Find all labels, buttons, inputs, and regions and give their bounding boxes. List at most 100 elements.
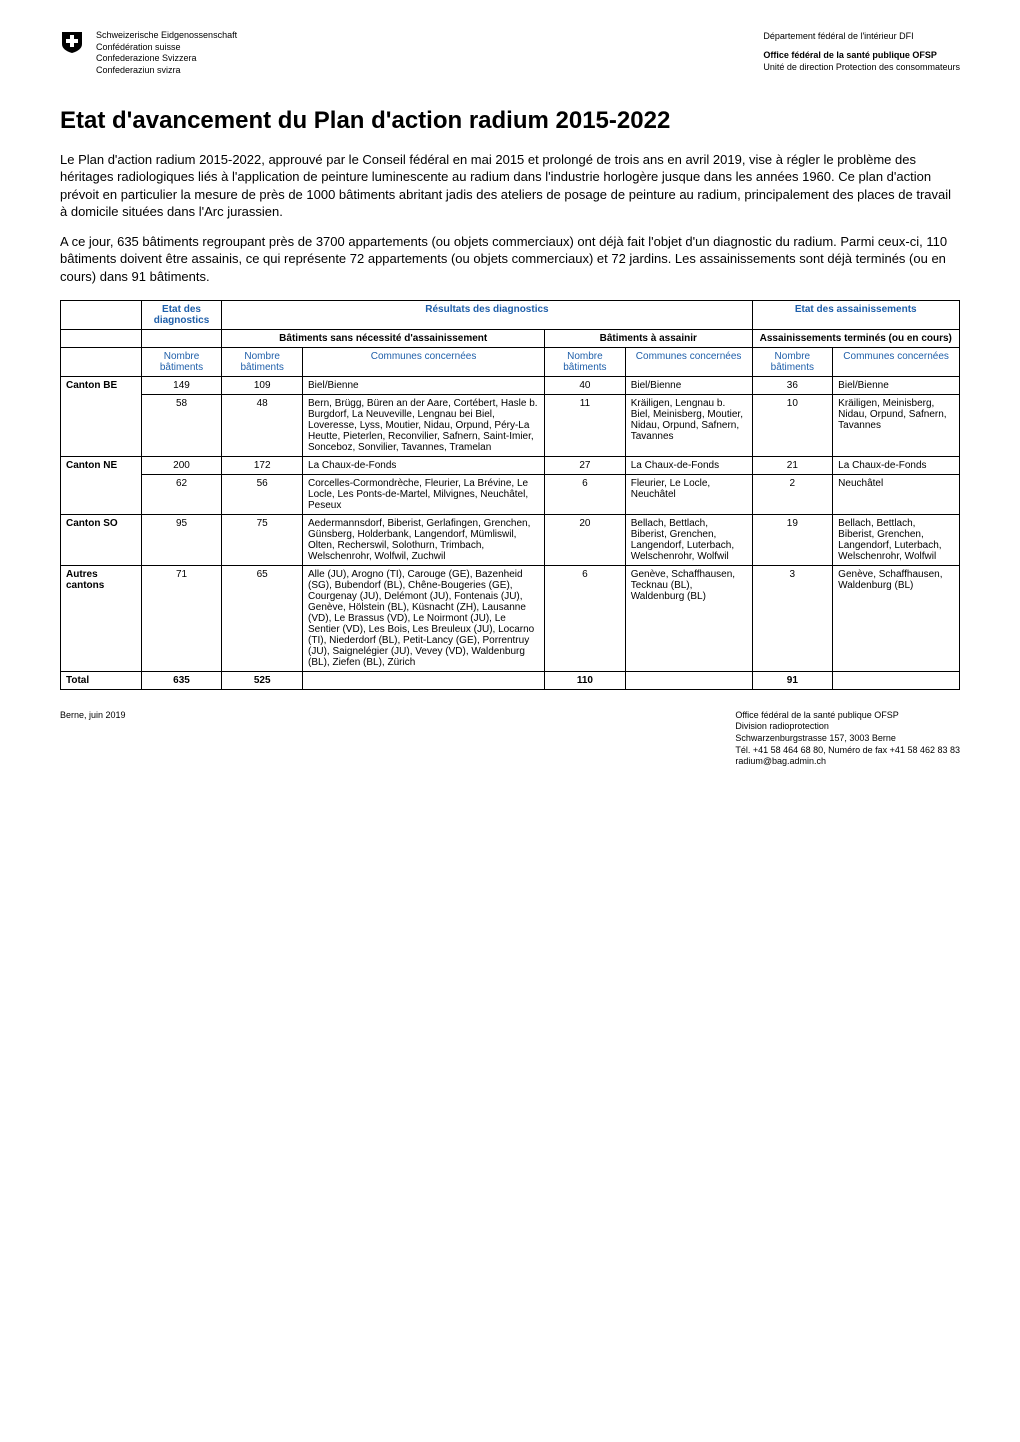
th-nb-bat-2: Nombre bâtiments	[222, 347, 303, 376]
cell-empty	[833, 671, 960, 689]
cell: Bellach, Bettlach, Biberist, Grenchen, L…	[625, 514, 752, 565]
cell: 65	[222, 565, 303, 671]
cell: 58	[141, 394, 222, 456]
cell: Kräiligen, Lengnau b. Biel, Meinisberg, …	[625, 394, 752, 456]
table-row: 62 56 Corcelles-Cormondrèche, Fleurier, …	[61, 474, 960, 514]
cell: 62	[141, 474, 222, 514]
footer-line: Division radioprotection	[735, 721, 960, 733]
cell: 40	[545, 376, 626, 394]
dept-line2: Office fédéral de la santé publique OFSP	[763, 49, 960, 62]
cell: 95	[141, 514, 222, 565]
cell: Bern, Brügg, Büren an der Aare, Cortéber…	[303, 394, 545, 456]
cell: 172	[222, 456, 303, 474]
footer-line: radium@bag.admin.ch	[735, 756, 960, 768]
footer-line: Schwarzenburgstrasse 157, 3003 Berne	[735, 733, 960, 745]
row-label-ne: Canton NE	[61, 456, 142, 514]
confederation-names: Schweizerische Eidgenossenschaft Confédé…	[96, 30, 623, 77]
dept-line1: Département fédéral de l'intérieur DFI	[763, 30, 960, 43]
department-info: Département fédéral de l'intérieur DFI O…	[763, 30, 960, 74]
table-header-row-3: Nombre bâtiments Nombre bâtiments Commun…	[61, 347, 960, 376]
table-body: Canton BE 149 109 Biel/Bienne 40 Biel/Bi…	[61, 376, 960, 689]
document-footer: Berne, juin 2019 Office fédéral de la sa…	[60, 710, 960, 768]
cell: Genève, Schaffhausen, Tecknau (BL), Wald…	[625, 565, 752, 671]
row-label-be: Canton BE	[61, 376, 142, 456]
cell: Neuchâtel	[833, 474, 960, 514]
conf-name-de: Schweizerische Eidgenossenschaft	[96, 30, 623, 42]
footer-contact: Office fédéral de la santé publique OFSP…	[735, 710, 960, 768]
th-nb-bat-1: Nombre bâtiments	[141, 347, 222, 376]
table-header-row-1: Etat des diagnostics Résultats des diagn…	[61, 300, 960, 329]
th-resultats: Résultats des diagnostics	[222, 300, 752, 329]
cell: 20	[545, 514, 626, 565]
cell: 109	[222, 376, 303, 394]
intro-paragraph-1: Le Plan d'action radium 2015-2022, appro…	[60, 151, 960, 221]
cell: 21	[752, 456, 833, 474]
cell: La Chaux-de-Fonds	[833, 456, 960, 474]
document-header: Schweizerische Eidgenossenschaft Confédé…	[60, 30, 960, 77]
cell-total: 110	[545, 671, 626, 689]
cell: 2	[752, 474, 833, 514]
results-table: Etat des diagnostics Résultats des diagn…	[60, 300, 960, 690]
conf-name-it: Confederazione Svizzera	[96, 53, 623, 65]
cell: 200	[141, 456, 222, 474]
th-empty	[61, 347, 142, 376]
th-etat-assainissements: Etat des assainissements	[752, 300, 960, 329]
dept-line3: Unité de direction Protection des consom…	[763, 61, 960, 74]
cell: Corcelles-Cormondrèche, Fleurier, La Bré…	[303, 474, 545, 514]
row-label-total: Total	[61, 671, 142, 689]
cell: 27	[545, 456, 626, 474]
table-row-total: Total 635 525 110 91	[61, 671, 960, 689]
cell: La Chaux-de-Fonds	[625, 456, 752, 474]
table-row: Canton BE 149 109 Biel/Bienne 40 Biel/Bi…	[61, 376, 960, 394]
cell: 3	[752, 565, 833, 671]
cell: 19	[752, 514, 833, 565]
cell: 75	[222, 514, 303, 565]
footer-date: Berne, juin 2019	[60, 710, 126, 768]
cell: Bellach, Bettlach, Biberist, Grenchen, L…	[833, 514, 960, 565]
th-nb-bat-3: Nombre bâtiments	[545, 347, 626, 376]
th-empty	[61, 329, 142, 347]
conf-name-rm: Confederaziun svizra	[96, 65, 623, 77]
cell: Fleurier, Le Locle, Neuchâtel	[625, 474, 752, 514]
cell-empty	[303, 671, 545, 689]
cell-total: 635	[141, 671, 222, 689]
cell: La Chaux-de-Fonds	[303, 456, 545, 474]
table-row: Autres cantons 71 65 Alle (JU), Arogno (…	[61, 565, 960, 671]
cell: 11	[545, 394, 626, 456]
cell: 6	[545, 474, 626, 514]
th-nb-bat-4: Nombre bâtiments	[752, 347, 833, 376]
th-communes-2: Communes concernées	[625, 347, 752, 376]
conf-name-fr: Confédération suisse	[96, 42, 623, 54]
cell: Biel/Bienne	[833, 376, 960, 394]
th-sans-necessite: Bâtiments sans nécessité d'assainissemen…	[222, 329, 545, 347]
footer-line: Office fédéral de la santé publique OFSP	[735, 710, 960, 722]
th-etat-diagnostics: Etat des diagnostics	[141, 300, 222, 329]
row-label-so: Canton SO	[61, 514, 142, 565]
cell: 6	[545, 565, 626, 671]
cell-total: 525	[222, 671, 303, 689]
table-row: 58 48 Bern, Brügg, Büren an der Aare, Co…	[61, 394, 960, 456]
cell: 149	[141, 376, 222, 394]
table-header-row-2: Bâtiments sans nécessité d'assainissemen…	[61, 329, 960, 347]
table-row: Canton SO 95 75 Aedermannsdorf, Biberist…	[61, 514, 960, 565]
th-a-assainir: Bâtiments à assainir	[545, 329, 752, 347]
cell: Biel/Bienne	[625, 376, 752, 394]
th-termines: Assainissements terminés (ou en cours)	[752, 329, 960, 347]
cell: 71	[141, 565, 222, 671]
footer-line: Tél. +41 58 464 68 80, Numéro de fax +41…	[735, 745, 960, 757]
th-empty	[141, 329, 222, 347]
cell: Kräiligen, Meinisberg, Nidau, Orpund, Sa…	[833, 394, 960, 456]
page-title: Etat d'avancement du Plan d'action radiu…	[60, 107, 960, 135]
th-communes-1: Communes concernées	[303, 347, 545, 376]
th-empty	[61, 300, 142, 329]
cell: 36	[752, 376, 833, 394]
cell: Genève, Schaffhausen, Waldenburg (BL)	[833, 565, 960, 671]
cell: Alle (JU), Arogno (TI), Carouge (GE), Ba…	[303, 565, 545, 671]
cell: Aedermannsdorf, Biberist, Gerlafingen, G…	[303, 514, 545, 565]
cell-total: 91	[752, 671, 833, 689]
cell-empty	[625, 671, 752, 689]
cell: 56	[222, 474, 303, 514]
cell: 10	[752, 394, 833, 456]
swiss-shield-icon	[60, 30, 84, 54]
th-communes-3: Communes concernées	[833, 347, 960, 376]
